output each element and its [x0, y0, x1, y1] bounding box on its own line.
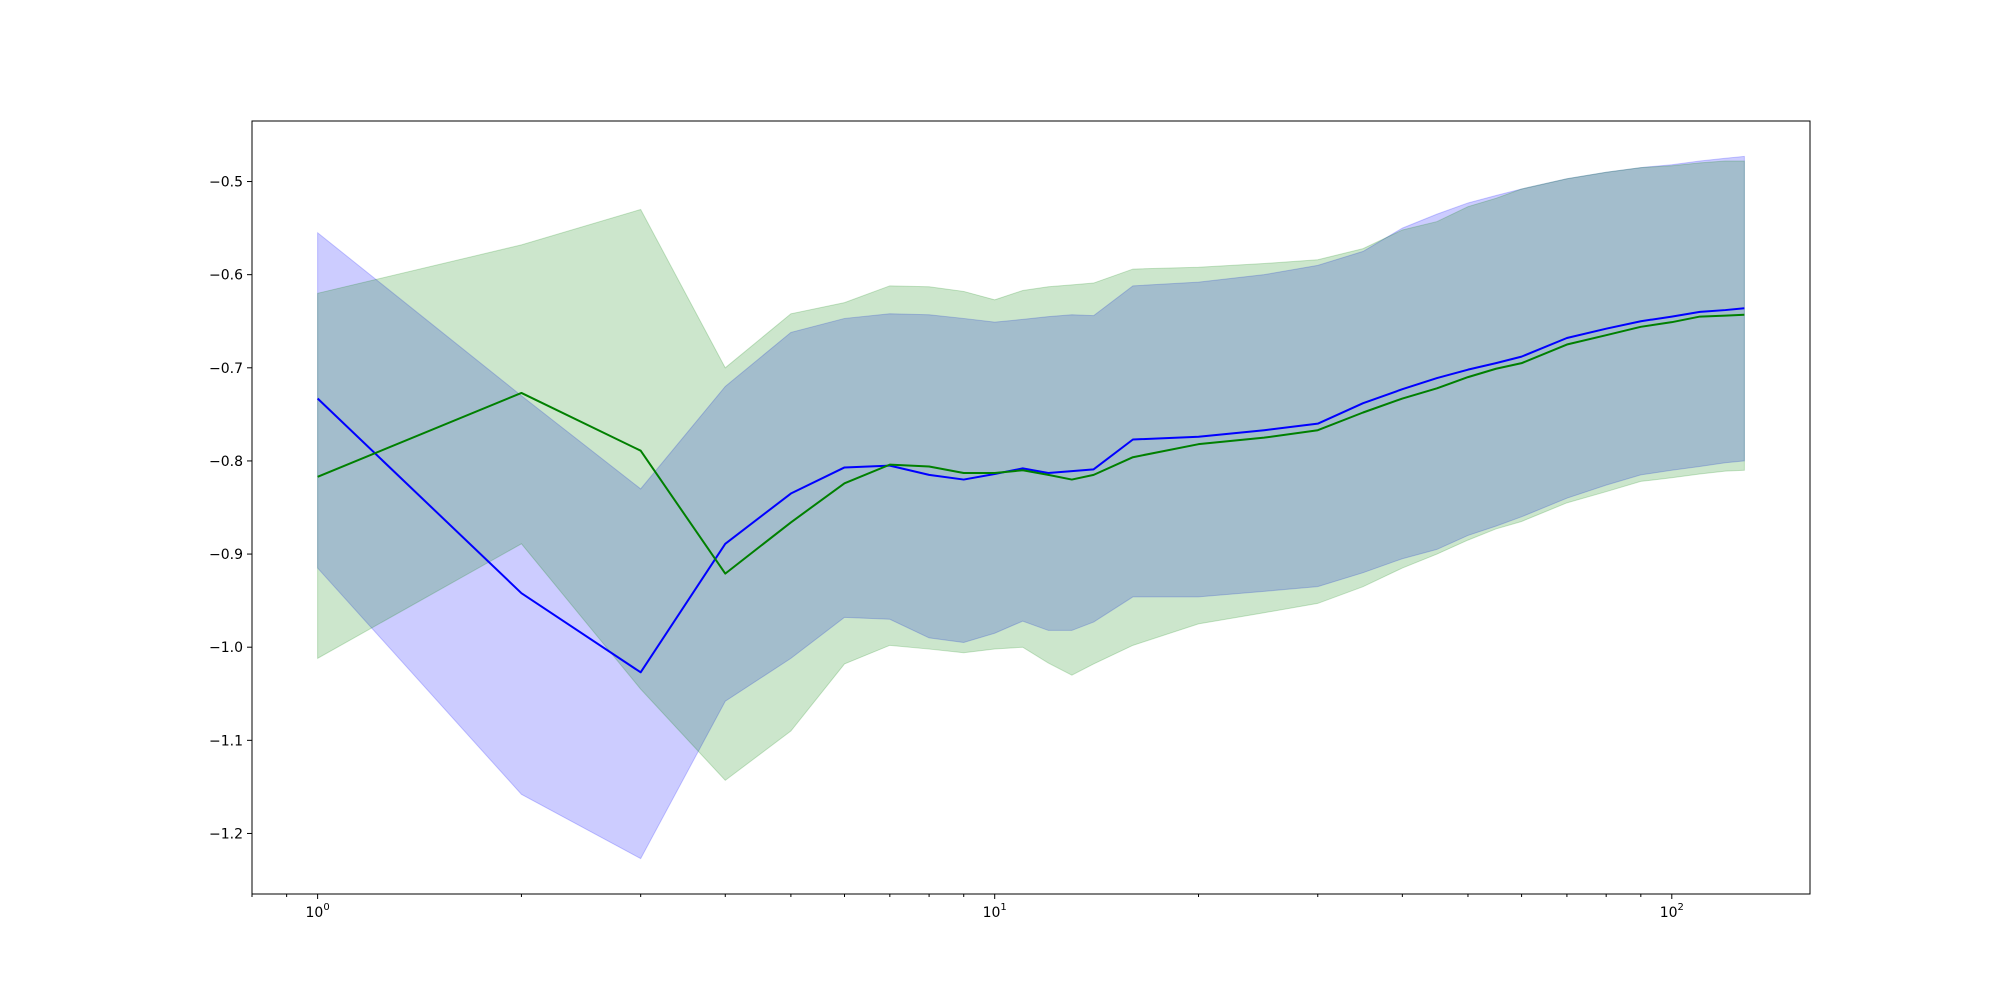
line-series-1 [316, 307, 1745, 674]
y-tick-label: −1.1 [209, 733, 243, 749]
y-tick-label: −0.9 [209, 547, 243, 563]
line-series-2 [317, 313, 1745, 575]
y-tick-label: −1.0 [209, 640, 243, 656]
x-tick-label: 102 [1660, 902, 1684, 921]
confidence-bands [317, 155, 1745, 860]
x-axis: 100 101 102 [251, 894, 1684, 921]
x-tick-label: 100 [306, 902, 330, 921]
plot-frame [251, 120, 1811, 895]
x-tick-label: 101 [983, 902, 1007, 921]
band-series-1 [317, 155, 1745, 860]
y-tick-label: −1.2 [209, 826, 243, 842]
y-tick-label: −0.8 [209, 454, 243, 470]
y-tick-label: −0.7 [209, 361, 243, 377]
y-tick-label: −0.5 [209, 175, 243, 191]
y-tick-label: −0.6 [209, 268, 243, 284]
y-axis: −0.5 −0.6 −0.7 −0.8 −0.9 −1.0 −1.1 −1.2 [209, 175, 252, 842]
series-lines [316, 307, 1745, 674]
